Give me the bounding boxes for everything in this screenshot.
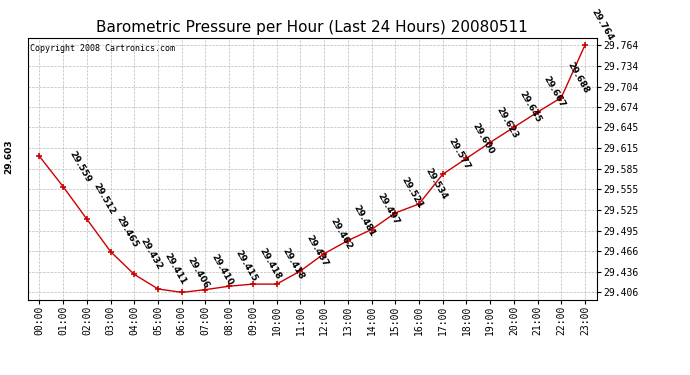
Text: 29.600: 29.600 xyxy=(471,121,495,156)
Text: 29.437: 29.437 xyxy=(304,233,330,268)
Text: 29.667: 29.667 xyxy=(542,75,567,109)
Text: 29.559: 29.559 xyxy=(68,149,92,184)
Text: 29.411: 29.411 xyxy=(162,252,188,286)
Text: 29.481: 29.481 xyxy=(352,203,377,238)
Text: 29.623: 29.623 xyxy=(494,105,520,140)
Title: Barometric Pressure per Hour (Last 24 Hours) 20080511: Barometric Pressure per Hour (Last 24 Ho… xyxy=(97,20,528,35)
Text: 29.418: 29.418 xyxy=(281,247,306,281)
Text: 29.410: 29.410 xyxy=(210,252,235,287)
Text: 29.688: 29.688 xyxy=(565,60,591,95)
Text: 29.406: 29.406 xyxy=(186,255,211,290)
Text: Copyright 2008 Cartronics.com: Copyright 2008 Cartronics.com xyxy=(30,44,175,53)
Text: 29.603: 29.603 xyxy=(4,139,13,174)
Text: 29.645: 29.645 xyxy=(518,90,543,124)
Text: 29.465: 29.465 xyxy=(115,214,140,249)
Text: 29.432: 29.432 xyxy=(139,237,164,272)
Text: 29.418: 29.418 xyxy=(257,247,282,281)
Text: 29.764: 29.764 xyxy=(589,8,615,42)
Text: 29.521: 29.521 xyxy=(400,176,424,210)
Text: 29.497: 29.497 xyxy=(375,192,401,227)
Text: 29.415: 29.415 xyxy=(233,249,259,284)
Text: 29.577: 29.577 xyxy=(447,137,472,171)
Text: 29.534: 29.534 xyxy=(423,166,448,201)
Text: 29.462: 29.462 xyxy=(328,216,353,251)
Text: 29.512: 29.512 xyxy=(91,182,116,216)
